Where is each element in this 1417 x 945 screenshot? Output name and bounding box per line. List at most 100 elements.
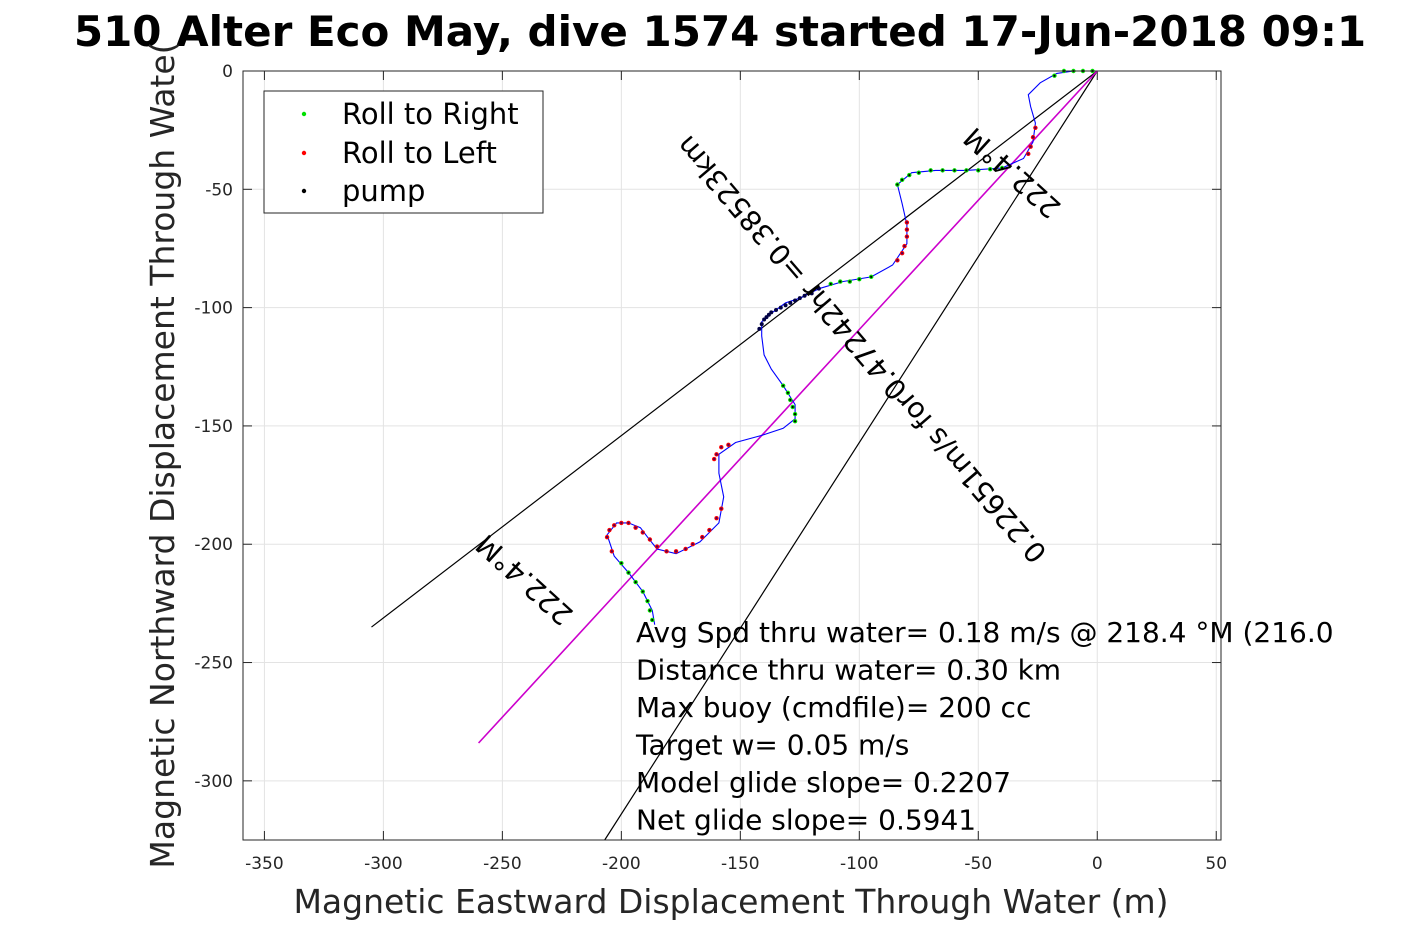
sample-dot: [839, 280, 842, 283]
pump-marker: [759, 322, 764, 327]
sample-dot: [1031, 136, 1035, 139]
sample-dot: [793, 420, 797, 423]
sample-dot: [829, 282, 832, 286]
sample-dot: [901, 178, 904, 181]
x-tick-label: -150: [721, 854, 760, 874]
pump-marker: [809, 291, 814, 296]
x-tick-label: -250: [483, 854, 522, 874]
pump-marker: [788, 300, 793, 305]
sample-dot: [870, 275, 873, 278]
x-tick-label: -50: [964, 854, 992, 874]
y-tick-label: -250: [194, 654, 233, 674]
sample-dot: [786, 391, 790, 394]
legend-marker: [301, 111, 307, 117]
sample-dot: [965, 169, 968, 172]
track-markers: [604, 68, 1095, 623]
sample-dot: [1027, 152, 1030, 156]
pump-marker: [797, 296, 802, 301]
sample-dot: [929, 169, 932, 172]
x-tick-label: -100: [840, 854, 879, 874]
info-line: Avg Spd thru water= 0.18 m/s @ 218.4 °M …: [636, 616, 1334, 649]
info-line: Model glide slope= 0.2207: [636, 766, 1011, 799]
sample-dot: [620, 562, 623, 565]
sample-dot: [720, 507, 723, 510]
info-line: Net glide slope= 0.5941: [636, 804, 976, 837]
heading-line: [477, 70, 1098, 744]
legend: Roll to Right Roll to Left pump: [263, 90, 544, 214]
info-line: Max buoy (cmdfile)= 200 cc: [636, 691, 1031, 724]
sample-dot: [896, 259, 899, 262]
sample-dot: [977, 169, 980, 172]
legend-entry: Roll to Right: [342, 97, 519, 131]
axes-box: [242, 70, 1222, 841]
sample-dot: [905, 228, 909, 231]
sample-dot: [715, 517, 718, 520]
sample-dot: [610, 550, 614, 553]
sample-dot: [793, 412, 797, 416]
sample-dot: [715, 453, 718, 456]
sample-dot: [905, 235, 909, 238]
sample-dot: [727, 443, 730, 447]
sample-dot: [941, 169, 944, 172]
sample-dot: [605, 535, 609, 539]
pump-marker: [802, 293, 807, 298]
legend-entry: Roll to Left: [342, 136, 497, 170]
pump-marker: [757, 326, 762, 331]
sample-dot: [908, 174, 911, 177]
cone-line: [371, 70, 1098, 628]
sample-dot: [665, 550, 668, 553]
sample-dot: [989, 168, 992, 171]
x-tick-label: 50: [1205, 854, 1227, 874]
pump-marker: [778, 305, 783, 310]
sample-dot: [1000, 166, 1004, 170]
sample-dot: [634, 580, 637, 584]
legend-marker: [301, 188, 307, 194]
y-tick-label: 0: [222, 62, 233, 82]
sample-dot: [701, 535, 704, 539]
y-tick-label: -100: [194, 299, 233, 319]
info-line: Distance thru water= 0.30 km: [636, 654, 1061, 687]
pump-marker: [762, 317, 767, 322]
legend-marker: [301, 150, 307, 156]
sample-dot: [1029, 145, 1032, 148]
y-axis-label: Magnetic Northward Displacement Through …: [143, 41, 182, 868]
pump-marker: [774, 307, 779, 312]
sample-dot: [641, 590, 644, 593]
cone-line: [604, 70, 1098, 841]
sample-dot: [627, 521, 630, 525]
sample-dot: [620, 521, 623, 525]
sample-dot: [791, 405, 794, 409]
sample-dot: [655, 545, 659, 548]
sample-dot: [712, 457, 716, 461]
pump-marker: [783, 303, 788, 308]
sample-dot: [627, 571, 630, 574]
sample-dot: [608, 528, 611, 532]
sample-dot: [917, 171, 920, 174]
sample-dot: [782, 384, 785, 387]
x-tick-label: -300: [364, 854, 403, 874]
sample-dot: [905, 221, 909, 224]
sample-dot: [691, 543, 694, 546]
sample-dot: [1053, 74, 1056, 77]
x-axis-label: Magnetic Eastward Displacement Through W…: [293, 882, 1168, 921]
sample-dot: [641, 531, 644, 534]
cone-lines: [371, 70, 1098, 841]
legend-box: [263, 90, 544, 214]
legend-entry: pump: [342, 174, 425, 208]
sample-dot: [613, 524, 616, 527]
x-tick-label: -200: [602, 854, 641, 874]
chart-title: 510 Alter Eco May, dive 1574 started 17-…: [74, 7, 1366, 56]
info-annotations: Avg Spd thru water= 0.18 m/s @ 218.4 °M …: [635, 616, 1334, 837]
sample-dot: [903, 244, 906, 248]
sample-dot: [651, 618, 654, 622]
sample-dot: [674, 550, 678, 553]
info-line: Target w= 0.05 m/s: [635, 729, 909, 762]
sample-dot: [648, 609, 652, 612]
sample-dot: [708, 528, 711, 532]
heading-line-segment: [477, 70, 1098, 744]
tick-labels: -350 -300 -250 -200 -150 -100 -50 0 50 0 -50 -100 -1…: [194, 62, 1227, 874]
sample-dot: [648, 538, 652, 541]
pump-marker: [816, 286, 821, 291]
sample-dot: [684, 547, 687, 551]
